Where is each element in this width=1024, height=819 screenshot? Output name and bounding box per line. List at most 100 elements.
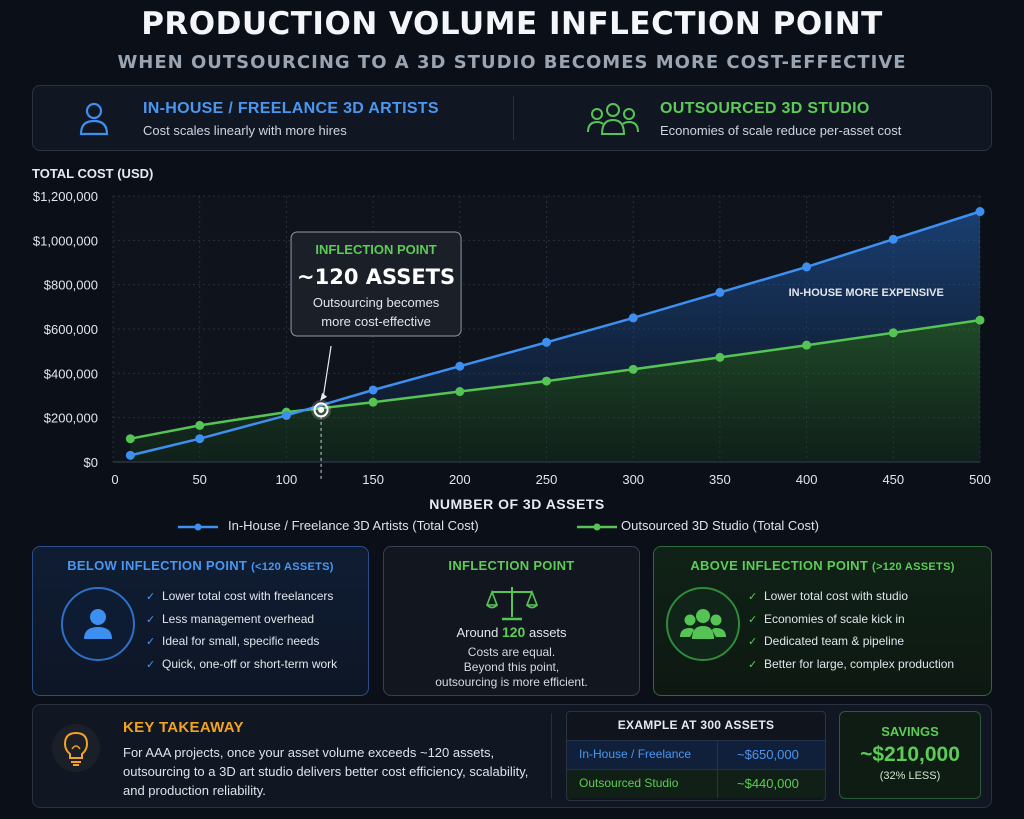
savings-card: SAVINGS ~$210,000 (32% LESS) — [839, 711, 981, 799]
table-cell-label: In-House / Freelance — [579, 747, 692, 761]
inhouse-point — [628, 313, 638, 323]
example-table: EXAMPLE AT 300 ASSETS In-House / Freelan… — [566, 711, 826, 801]
inflection-ring — [313, 402, 329, 418]
table-cell-value: ~$440,000 — [737, 776, 799, 791]
x-tick-label: 500 — [969, 472, 991, 487]
inflection-desc-line: Costs are equal. — [467, 645, 556, 659]
below-inflection-card: BELOW INFLECTION POINT (<120 ASSETS) ✓ Lo… — [32, 546, 369, 696]
user-icon — [61, 587, 135, 661]
list-item: ✓ Quick, one-off or short-term work — [146, 656, 338, 671]
table-row: In-House / Freelance ~$650,000 — [567, 740, 825, 769]
below-title: BELOW INFLECTION POINT (<120 ASSETS) — [33, 558, 368, 573]
above-list: ✓ Lower total cost with studio ✓ Economies… — [748, 588, 954, 678]
y-tick-label: $0 — [84, 455, 98, 470]
takeaway-text: For AAA projects, once your asset volume… — [123, 745, 529, 798]
inhouse-point — [195, 434, 205, 444]
list-item-text: Lower total cost with freelancers — [162, 589, 334, 603]
inflection-callout-desc: more cost-effective — [321, 314, 431, 329]
list-item: ✓ Lower total cost with studio — [748, 589, 909, 603]
legend-studio-label: Outsourced 3D Studio (Total Cost) — [621, 518, 819, 533]
studio-point — [368, 397, 378, 407]
list-item-text: Less management overhead — [162, 611, 315, 626]
y-tick-label: $200,000 — [44, 411, 98, 426]
list-item: ✓ Ideal for small, specific needs — [146, 634, 320, 648]
inflection-desc: Costs are equal. Beyond this point, outs… — [384, 645, 639, 690]
key-takeaway-panel: KEY TAKEAWAY For AAA projects, once your… — [32, 704, 992, 808]
y-tick-label: $400,000 — [44, 366, 98, 381]
list-item-text: Economies of scale kick in — [764, 611, 905, 626]
inflection-callout — [290, 231, 462, 337]
inhouse-point — [715, 287, 725, 297]
savings-note: (32% LESS) — [879, 770, 941, 782]
studio-desc: Economies of scale reduce per-asset cost — [660, 123, 902, 138]
callout-arrow — [322, 345, 332, 398]
region-annotation: IN-HOUSE MORE EXPENSIVE — [789, 287, 944, 299]
list-item-text: Ideal for small, specific needs — [162, 634, 320, 648]
inhouse-point — [281, 410, 291, 420]
x-tick-label: 450 — [882, 472, 904, 487]
inhouse-point — [542, 337, 551, 347]
page-subtitle: WHEN OUTSOURCING TO A 3D STUDIO BECOMES … — [117, 52, 907, 73]
table-row: Outsourced Studio ~$440,000 — [567, 769, 825, 798]
studio-point — [125, 434, 135, 444]
above-qualifier: (>120 ASSETS) — [872, 561, 955, 573]
team-icon — [666, 587, 740, 661]
list-item: ✓ Dedicated team & pipeline — [748, 634, 905, 648]
y-tick-label: $1,000,000 — [33, 233, 98, 248]
x-tick-label: 350 — [709, 472, 731, 487]
callout-arrowhead — [320, 392, 328, 401]
list-item-text: Quick, one-off or short-term work — [162, 656, 338, 671]
below-qualifier: (<120 ASSETS) — [251, 561, 334, 573]
inflection-dot — [318, 406, 325, 413]
x-tick-label: 0 — [111, 472, 118, 487]
studio-area — [130, 320, 981, 462]
inflection-callout-title: INFLECTION POINT — [315, 242, 436, 257]
example-header: EXAMPLE AT 300 ASSETS — [617, 718, 775, 732]
legend-studio: Outsourced 3D Studio (Total Cost) — [577, 518, 819, 533]
scale-icon — [486, 587, 538, 621]
inhouse-point — [975, 207, 985, 217]
studio-point — [628, 364, 638, 374]
inhouse-point — [802, 262, 812, 272]
inflection-around: Around 120 assets — [384, 624, 639, 640]
studio-point — [455, 387, 465, 397]
below-list: ✓ Lower total cost with freelancers ✓ Less… — [146, 588, 337, 678]
x-tick-label: 200 — [449, 472, 471, 487]
list-item: ✓ Economies of scale kick in — [748, 611, 905, 626]
x-axis-label: NUMBER OF 3D ASSETS — [429, 496, 605, 512]
person-icon — [79, 102, 109, 136]
inflection-card: INFLECTION POINT Around 120 assets Costs… — [383, 546, 640, 696]
around-prefix: Around — [456, 625, 499, 640]
list-item: ✓ Less management overhead — [146, 611, 315, 626]
studio-point — [195, 420, 205, 430]
table-divider — [717, 770, 718, 798]
above-title-text: ABOVE INFLECTION POINT — [690, 558, 869, 573]
studio-point — [802, 340, 812, 350]
inhouse-point — [125, 450, 135, 460]
x-tick-label: 50 — [192, 472, 206, 487]
above-title: ABOVE INFLECTION POINT (>120 ASSETS) — [654, 558, 991, 573]
inhouse-desc: Cost scales linearly with more hires — [143, 123, 347, 138]
y-axis-label: TOTAL COST (USD) — [32, 166, 154, 181]
lightbulb-icon — [52, 724, 100, 772]
legend-inhouse-label: In-House / Freelance 3D Artists (Total C… — [228, 518, 479, 533]
x-tick-label: 100 — [276, 472, 298, 487]
list-item: ✓ Lower total cost with freelancers — [146, 589, 334, 603]
list-item-text: Better for large, complex production — [764, 656, 955, 671]
divider — [551, 713, 552, 799]
page-title: PRODUCTION VOLUME INFLECTION POINT — [141, 6, 883, 42]
group-icon — [587, 103, 639, 135]
x-tick-label: 150 — [362, 472, 384, 487]
studio-title: OUTSOURCED 3D STUDIO — [660, 100, 870, 117]
list-item-text: Lower total cost with studio — [764, 589, 909, 603]
studio-point — [888, 328, 898, 338]
series-overview-panel: IN-HOUSE / FREELANCE 3D ARTISTS Cost sca… — [32, 85, 992, 151]
legend-inhouse-swatch — [178, 523, 218, 531]
list-item-text: Dedicated team & pipeline — [764, 634, 905, 648]
below-title-text: BELOW INFLECTION POINT — [67, 558, 248, 573]
table-divider — [717, 741, 718, 769]
above-inflection-card: ABOVE INFLECTION POINT (>120 ASSETS) ✓ Lo… — [653, 546, 992, 696]
inflection-desc-line: outsourcing is more efficient. — [435, 675, 588, 689]
inhouse-point — [368, 385, 378, 395]
inflection-desc-line: Beyond this point, — [463, 660, 560, 674]
